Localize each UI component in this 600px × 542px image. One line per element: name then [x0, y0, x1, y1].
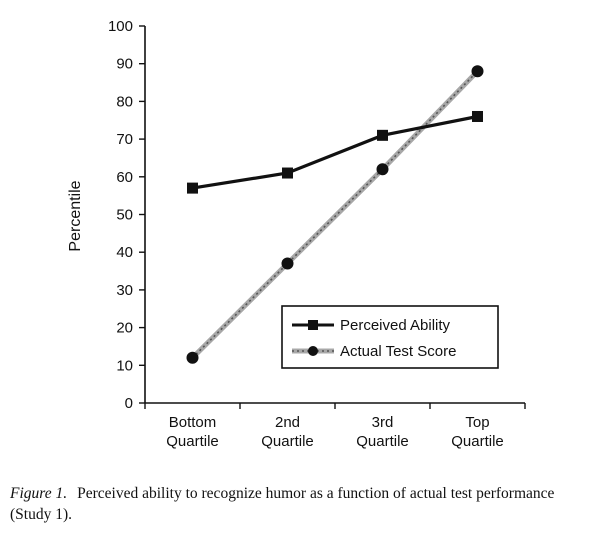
x-tick-label-line: Bottom: [169, 414, 217, 431]
x-tick-label-line: Top: [465, 414, 489, 431]
y-tick-label: 40: [116, 244, 133, 261]
figure-caption: Figure 1. Perceived ability to recognize …: [10, 483, 590, 525]
data-point-perceived-ability: [472, 110, 483, 122]
data-point-perceived-ability: [282, 167, 293, 179]
data-point-actual-test-score: [281, 257, 294, 270]
legend-label: Actual Test Score: [340, 343, 456, 360]
x-tick-label-line: Quartile: [261, 433, 314, 450]
caption-text: Perceived ability to recognize humor as …: [10, 485, 555, 523]
x-tick-label-line: Quartile: [451, 433, 504, 450]
y-tick-label: 100: [108, 18, 133, 35]
series-layer: [186, 65, 484, 364]
y-tick-label: 0: [125, 395, 133, 412]
legend-label: Perceived Ability: [340, 317, 451, 334]
x-axis: Bottom Quartile 2nd Quartile 3rd Quartile Top Q…: [144, 402, 526, 450]
legend: Perceived Ability Actual Test Score: [281, 305, 499, 369]
series-line-actual-test-score-dots: [191, 70, 479, 359]
data-point-perceived-ability: [377, 129, 388, 141]
x-tick-label: 2nd Quartile: [261, 414, 314, 450]
legend-marker-perceived-ability: [308, 320, 318, 330]
x-tick-label-line: 3rd: [372, 414, 394, 431]
y-axis: 0 10 20 30 40 50 60 70 80 90 100: [108, 18, 146, 412]
y-tick-label: 70: [116, 131, 133, 148]
x-tick-label-line: Quartile: [166, 433, 219, 450]
y-tick-label: 60: [116, 169, 133, 186]
caption-label: Figure 1.: [10, 485, 68, 502]
y-tick-label: 10: [116, 357, 133, 374]
y-tick-label: 50: [116, 207, 133, 224]
data-point-actual-test-score: [471, 65, 484, 78]
y-tick-label: 90: [116, 56, 133, 73]
y-axis-title: Percentile: [67, 180, 84, 251]
x-tick-label-line: 2nd: [275, 414, 300, 431]
data-point-actual-test-score: [376, 163, 389, 176]
y-tick-label: 80: [116, 93, 133, 110]
x-tick-label-line: Quartile: [356, 433, 409, 450]
legend-box: [281, 305, 499, 369]
y-tick-label: 30: [116, 282, 133, 299]
legend-marker-actual-test-score: [308, 346, 318, 356]
x-tick-label: Top Quartile: [451, 414, 504, 450]
x-tick-label: 3rd Quartile: [356, 414, 409, 450]
x-tick-label: Bottom Quartile: [166, 414, 219, 450]
y-tick-label: 20: [116, 320, 133, 337]
series-line-perceived-ability: [192, 114, 478, 190]
data-point-perceived-ability: [187, 182, 198, 194]
data-point-actual-test-score: [186, 351, 199, 364]
